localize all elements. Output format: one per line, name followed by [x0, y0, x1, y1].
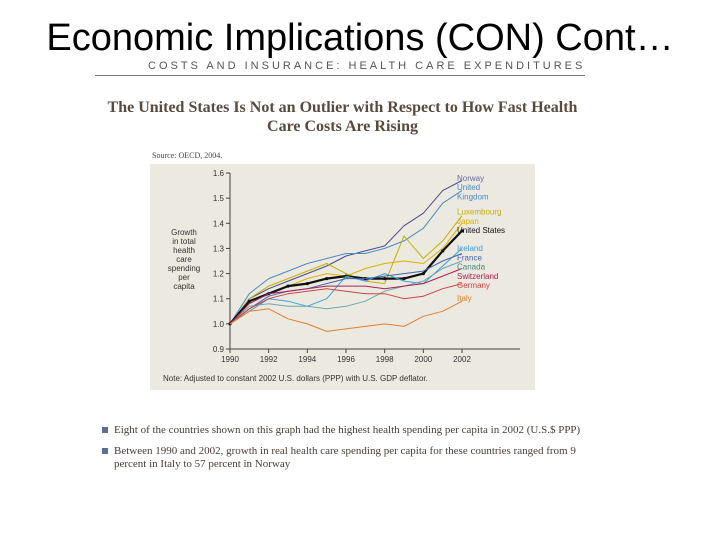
legend-label: Japan — [457, 217, 479, 226]
series-line — [229, 300, 463, 332]
legend-label: Iceland — [457, 244, 483, 253]
series-line — [229, 215, 463, 325]
x-tick-label: 1990 — [221, 355, 239, 364]
header-rule — [95, 75, 585, 76]
data-point — [286, 284, 290, 288]
data-point — [402, 277, 406, 281]
x-tick-label: 1992 — [260, 355, 278, 364]
legend-label: Switzerland — [457, 272, 498, 281]
data-point — [383, 277, 387, 281]
chart-note: Note: Adjusted to constant 2002 U.S. dol… — [163, 374, 428, 383]
bullet-item: Eight of the countries shown on this gra… — [102, 424, 602, 437]
legend-label: United States — [457, 226, 505, 235]
legend-label: Italy — [457, 294, 472, 303]
slide-title: Economic Implications (CON) Cont… — [46, 17, 674, 59]
bullet-text: Eight of the countries shown on this gra… — [114, 424, 581, 436]
y-tick-label: 0.9 — [213, 345, 225, 354]
x-tick-label: 2000 — [414, 355, 432, 364]
x-tick-label: 2002 — [453, 355, 471, 364]
chart-title: The United States Is Not an Outlier with… — [107, 99, 578, 135]
legend-label: Kingdom — [457, 192, 489, 201]
y-tick-label: 1.6 — [213, 169, 225, 178]
y-axis-label: health — [173, 246, 195, 255]
legend-label: Luxembourg — [457, 208, 501, 217]
legend-label: Norway — [457, 174, 484, 183]
legend-label: France — [457, 253, 482, 262]
legend-label: Germany — [457, 281, 490, 290]
x-tick-label: 1996 — [337, 355, 355, 364]
series-line — [229, 253, 463, 325]
bullet-marker — [102, 448, 108, 454]
y-axis-label: care — [176, 255, 192, 264]
y-tick-label: 1.4 — [213, 219, 225, 228]
y-axis-label: spending — [168, 264, 200, 273]
data-point — [305, 282, 309, 286]
bullet-marker — [102, 427, 108, 433]
series-line — [229, 180, 463, 325]
bullet-item: Between 1990 and 2002, growth in real he… — [102, 445, 602, 471]
y-axis-label: Growth — [171, 228, 197, 237]
x-tick-label: 1994 — [298, 355, 316, 364]
bullet-text: Between 1990 and 2002, growth in real he… — [114, 445, 576, 470]
legend-label: United — [457, 183, 480, 192]
data-point — [441, 249, 445, 253]
y-tick-label: 1.3 — [213, 244, 225, 253]
bullet-list: Eight of the countries shown on this gra… — [102, 424, 602, 479]
series-line — [229, 260, 463, 325]
chart-source: Source: OECD, 2004. — [152, 151, 223, 160]
y-axis-label: per — [178, 273, 190, 282]
y-axis-label: in total — [172, 237, 196, 246]
series-line — [229, 283, 463, 325]
legend-label: Canada — [457, 263, 486, 272]
data-point — [460, 229, 464, 233]
y-tick-label: 1.0 — [213, 320, 225, 329]
y-tick-label: 1.5 — [213, 194, 225, 203]
section-header: COSTS AND INSURANCE: HEALTH CARE EXPENDI… — [148, 60, 586, 72]
series-line — [229, 268, 463, 325]
data-point — [247, 299, 251, 303]
y-tick-label: 1.1 — [213, 295, 225, 304]
data-point — [421, 271, 425, 276]
y-tick-label: 1.2 — [213, 270, 225, 279]
x-tick-label: 1998 — [376, 355, 394, 364]
series-line — [229, 190, 463, 325]
y-axis-label: capita — [173, 282, 195, 291]
data-point — [325, 277, 329, 281]
